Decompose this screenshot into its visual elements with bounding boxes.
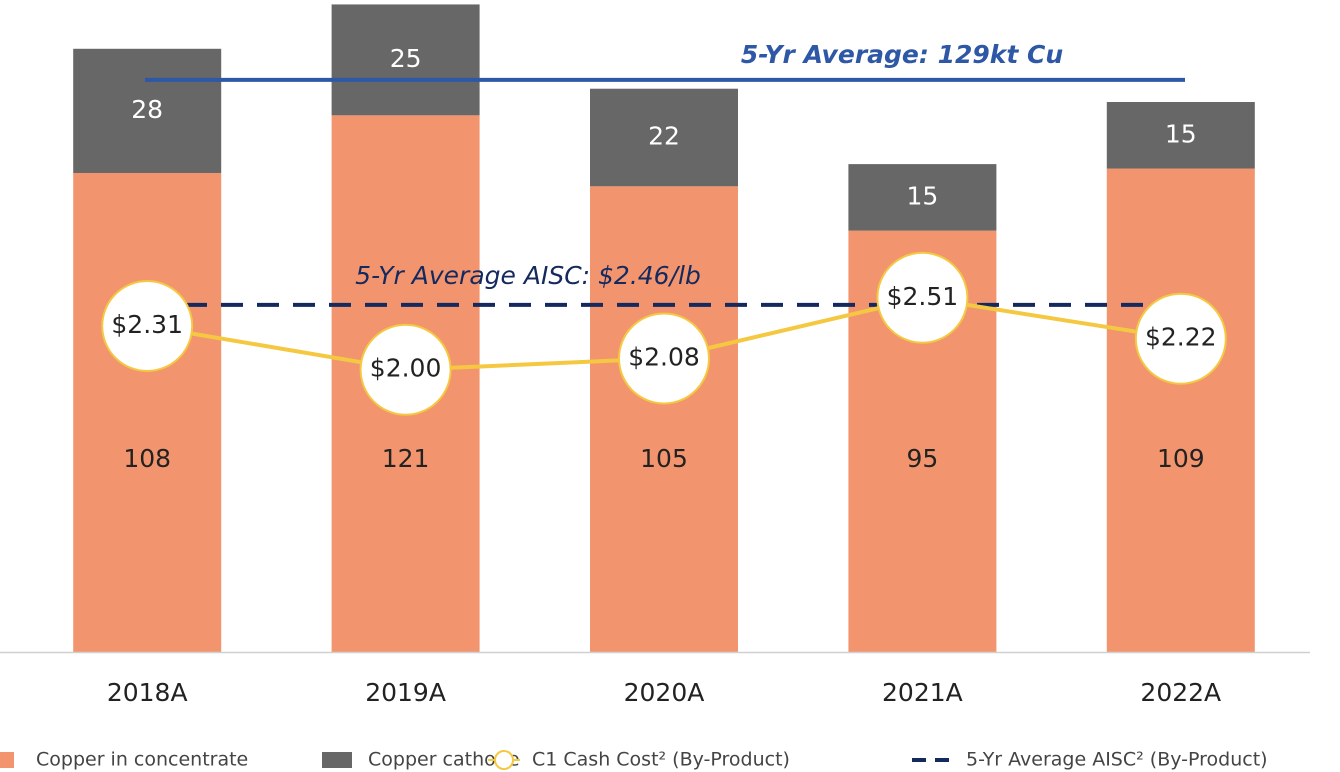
- legend-swatch: [494, 750, 514, 770]
- bar-segment: [590, 88, 738, 187]
- line-value-label: $2.22: [1145, 323, 1217, 352]
- line-value-label: $2.51: [887, 282, 959, 311]
- x-tick-label: 2021A: [882, 678, 963, 707]
- bar-segment: [848, 164, 997, 231]
- bar-segment: [331, 4, 480, 116]
- line-marker: [359, 323, 452, 416]
- line-marker: [876, 251, 969, 344]
- bar-segment: [590, 186, 738, 653]
- data-label: 105: [640, 444, 688, 473]
- legend-swatch: [0, 752, 14, 768]
- x-tick-label: 2018A: [107, 678, 188, 707]
- legend-label: Copper cathode: [368, 749, 520, 771]
- x-tick-label: 2022A: [1140, 678, 1221, 707]
- line-marker: [618, 312, 710, 405]
- data-label: 28: [131, 95, 163, 124]
- bar-segment: [1106, 168, 1255, 652]
- bar-segment: [1106, 102, 1255, 169]
- reference-label: 5-Yr Average: 129kt Cu: [741, 40, 1064, 69]
- line-marker: [1134, 292, 1227, 385]
- data-label: 25: [390, 44, 422, 73]
- reference-label: 5-Yr Average AISC: $2.46/lb: [355, 261, 701, 290]
- legend-label: C1 Cash Cost² (By-Product): [532, 749, 790, 771]
- line-value-label: $2.31: [111, 310, 183, 339]
- line-value-label: $2.08: [628, 342, 700, 371]
- line-marker: [101, 280, 194, 372]
- data-label: 108: [123, 444, 171, 473]
- data-label: 15: [906, 181, 938, 210]
- data-label: 15: [1165, 119, 1197, 148]
- bar-segment: [73, 172, 222, 652]
- legend-label: Copper in concentrate: [36, 749, 248, 771]
- data-label: 22: [648, 121, 680, 150]
- legend-swatch: [322, 752, 352, 768]
- data-label: 95: [906, 444, 938, 473]
- x-tick-label: 2019A: [365, 678, 446, 707]
- data-label: 121: [382, 444, 430, 473]
- x-tick-label: 2020A: [624, 678, 705, 707]
- line-value-label: $2.00: [370, 354, 442, 383]
- bar-segment: [73, 48, 222, 173]
- data-label: 109: [1157, 444, 1205, 473]
- legend-label: 5-Yr Average AISC² (By-Product): [966, 749, 1268, 771]
